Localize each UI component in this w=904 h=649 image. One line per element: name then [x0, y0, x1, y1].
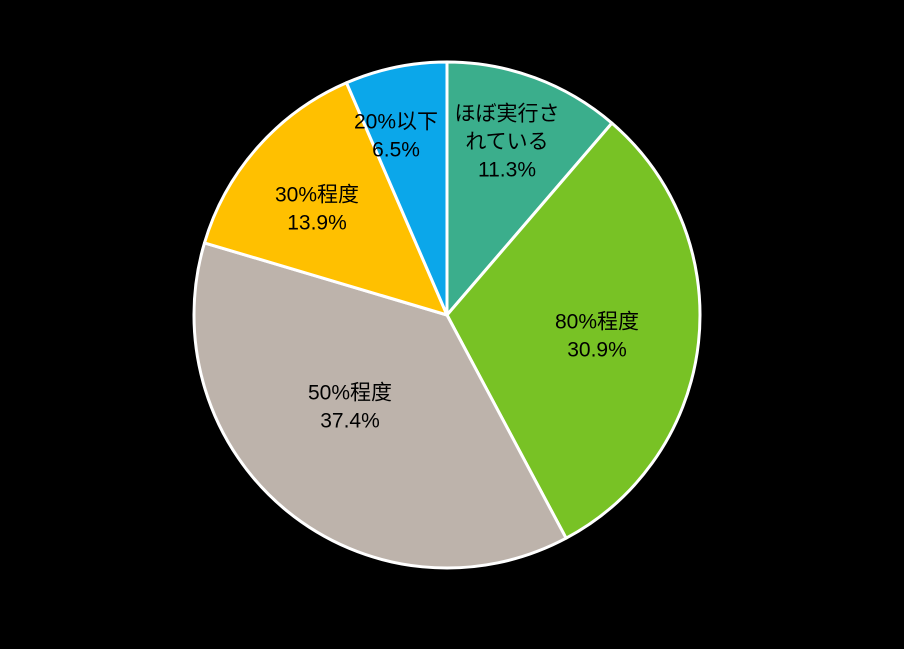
pie-slice-labels: ほぼ実行されている 11.3% 80%程度 30.9% 50%程度 37.4% 30%程度 1… — [275, 103, 639, 433]
pie-slice-label-1: ほぼ実行されている 11.3% — [455, 103, 560, 182]
pie-slice-4 — [202, 81, 449, 317]
pie-slice-label-4: 30%程度 13.9% — [275, 184, 359, 235]
pie-slice-3 — [192, 241, 568, 570]
pie-slice-5 — [345, 60, 449, 317]
pie-slice-label-2: 80%程度 30.9% — [555, 311, 639, 362]
pie-slice-1 — [445, 60, 614, 317]
pie-slices — [192, 60, 702, 570]
pie-slice-label-3: 50%程度 37.4% — [308, 382, 392, 433]
pie-slice-2 — [445, 121, 702, 540]
pie-slice-label-5: 20%以下 6.5% — [354, 111, 438, 162]
